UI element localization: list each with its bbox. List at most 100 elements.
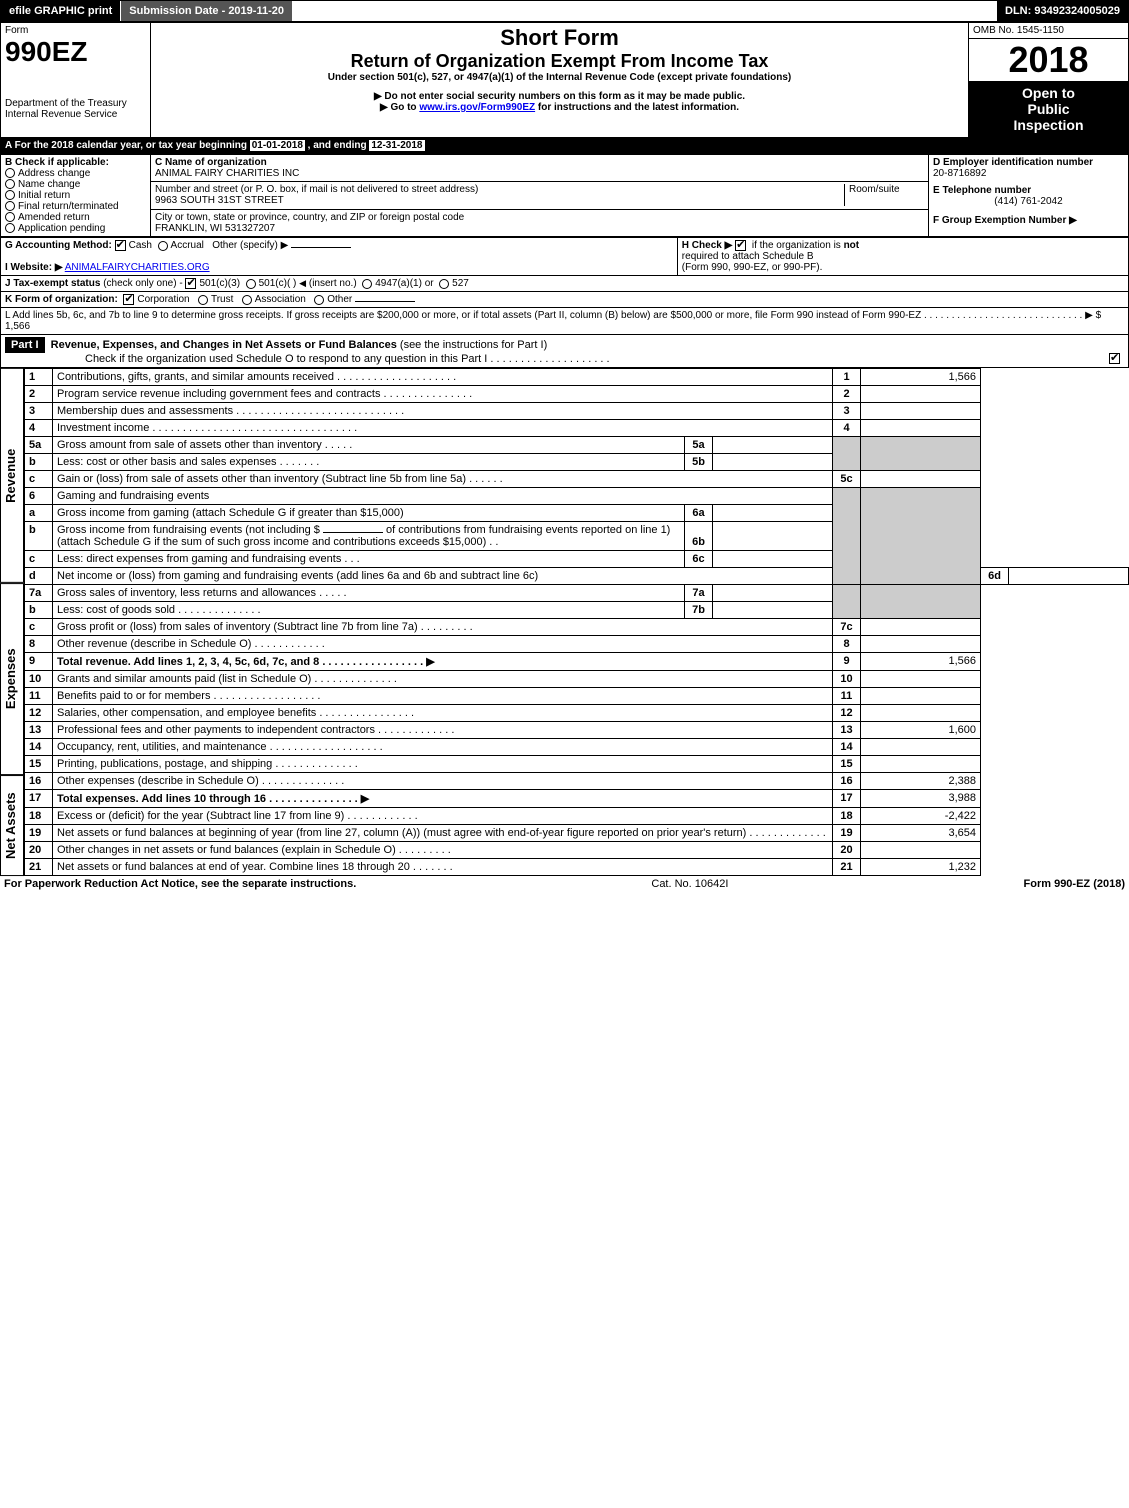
line-h-checkbox[interactable] [735, 240, 746, 251]
l18-box: 18 [833, 808, 861, 825]
other-input[interactable] [355, 301, 415, 302]
l9-box: 9 [833, 653, 861, 671]
amended-return-label: Amended return [18, 212, 90, 223]
501c3-checkbox[interactable] [185, 278, 196, 289]
l4-num: 4 [25, 420, 53, 437]
app-pending-label: Application pending [18, 223, 105, 234]
goto-link[interactable]: www.irs.gov/Form990EZ [419, 102, 535, 113]
l5b-sbox: 5b [685, 454, 713, 471]
box-b-title: B Check if applicable: [5, 157, 146, 168]
l4-text: Investment income . . . . . . . . . . . … [53, 420, 833, 437]
l16-num: 16 [25, 773, 53, 790]
l7c-text: Gross profit or (loss) from sales of inv… [53, 619, 833, 636]
website-link[interactable]: ANIMALFAIRYCHARITIES.ORG [65, 262, 210, 273]
cash-checkbox[interactable] [115, 240, 126, 251]
assoc-radio[interactable] [242, 295, 252, 305]
l7c-box: 7c [833, 619, 861, 636]
l1-amount: 1,566 [861, 369, 981, 386]
submission-date-button[interactable]: Submission Date - 2019-11-20 [121, 1, 293, 21]
goto-pre: ▶ Go to [380, 102, 419, 113]
efile-print-button[interactable]: efile GRAPHIC print [1, 1, 121, 21]
l8-text: Other revenue (describe in Schedule O) .… [53, 636, 833, 653]
l19-box: 19 [833, 825, 861, 842]
initial-return-label: Initial return [18, 190, 70, 201]
gh-block: G Accounting Method: Cash Accrual Other … [0, 237, 1129, 276]
form-label: Form [5, 25, 146, 36]
l8-num: 8 [25, 636, 53, 653]
4947-radio[interactable] [362, 279, 372, 289]
addr-change-label: Address change [18, 168, 90, 179]
entity-block: B Check if applicable: Address change Na… [0, 154, 1129, 237]
l6-grey [833, 488, 861, 585]
line-i-label: I Website: ▶ [5, 262, 63, 273]
final-return-radio[interactable] [5, 201, 15, 211]
corp-checkbox[interactable] [123, 294, 134, 305]
l5ab-grey2 [861, 437, 981, 471]
footer-left: For Paperwork Reduction Act Notice, see … [4, 878, 356, 890]
initial-return-radio[interactable] [5, 190, 15, 200]
form-number: 990EZ [5, 36, 146, 68]
addr-change-radio[interactable] [5, 168, 15, 178]
short-form-title: Short Form [155, 25, 964, 51]
l15-box: 15 [833, 756, 861, 773]
accrual-radio[interactable] [158, 241, 168, 251]
other-specify-input[interactable] [291, 247, 351, 248]
line-j: J Tax-exempt status (check only one) - 5… [0, 276, 1129, 292]
l2-num: 2 [25, 386, 53, 403]
l12-box: 12 [833, 705, 861, 722]
l15-num: 15 [25, 756, 53, 773]
l6d-num: d [25, 568, 53, 585]
501c3-label: 501(c)(3) [199, 278, 240, 289]
other-radio[interactable] [314, 295, 324, 305]
app-pending-radio[interactable] [5, 223, 15, 233]
l21-text: Net assets or fund balances at end of ye… [53, 859, 833, 876]
4947-label: 4947(a)(1) or [375, 278, 433, 289]
l9-amount: 1,566 [861, 653, 981, 671]
l14-amount [861, 739, 981, 756]
l3-text: Membership dues and assessments . . . . … [53, 403, 833, 420]
l15-text: Printing, publications, postage, and shi… [53, 756, 833, 773]
l15-amount [861, 756, 981, 773]
l7ab-grey2 [861, 585, 981, 619]
l6a-sbox: 6a [685, 505, 713, 522]
527-radio[interactable] [439, 279, 449, 289]
line-h-post: if the organization is [752, 240, 844, 251]
l17-text: Total expenses. Add lines 10 through 16 … [53, 790, 833, 808]
l6b-amount-input[interactable] [323, 532, 383, 533]
l6b-num: b [25, 522, 53, 551]
l5c-amount [861, 471, 981, 488]
amended-return-radio[interactable] [5, 212, 15, 222]
l6c-text: Less: direct expenses from gaming and fu… [53, 551, 685, 568]
l5b-samount [713, 454, 833, 471]
l6d-box: 6d [981, 568, 1009, 585]
triangle-icon [299, 278, 306, 289]
footer-right: Form 990-EZ (2018) [1024, 878, 1125, 890]
l8-amount [861, 636, 981, 653]
l13-box: 13 [833, 722, 861, 739]
l11-box: 11 [833, 688, 861, 705]
l19-text: Net assets or fund balances at beginning… [53, 825, 833, 842]
l3-amount [861, 403, 981, 420]
l11-num: 11 [25, 688, 53, 705]
l13-amount: 1,600 [861, 722, 981, 739]
org-name: ANIMAL FAIRY CHARITIES INC [155, 168, 299, 179]
l21-box: 21 [833, 859, 861, 876]
l1-text: Contributions, gifts, grants, and simila… [53, 369, 833, 386]
l6b-sbox: 6b [685, 522, 713, 551]
line-j-label: J Tax-exempt status [5, 278, 100, 289]
dln-label: DLN: 93492324005029 [997, 1, 1128, 21]
501c-radio[interactable] [246, 279, 256, 289]
part1-schedule-o-checkbox[interactable] [1109, 353, 1120, 364]
tax-year: 2018 [969, 39, 1128, 81]
line-h-req: required to attach Schedule B [682, 251, 814, 262]
goto-line: ▶ Go to www.irs.gov/Form990EZ for instru… [155, 102, 964, 113]
l21-num: 21 [25, 859, 53, 876]
trust-radio[interactable] [198, 295, 208, 305]
form-header: Form 990EZ Department of the Treasury In… [0, 22, 1129, 138]
box-f-label: F Group Exemption Number ▶ [933, 215, 1124, 226]
expenses-sidebar: Expenses [0, 583, 24, 775]
501c-label: 501(c)( ) [259, 278, 297, 289]
name-change-radio[interactable] [5, 179, 15, 189]
l7b-samount [713, 602, 833, 619]
do-not-enter: ▶ Do not enter social security numbers o… [155, 91, 964, 102]
